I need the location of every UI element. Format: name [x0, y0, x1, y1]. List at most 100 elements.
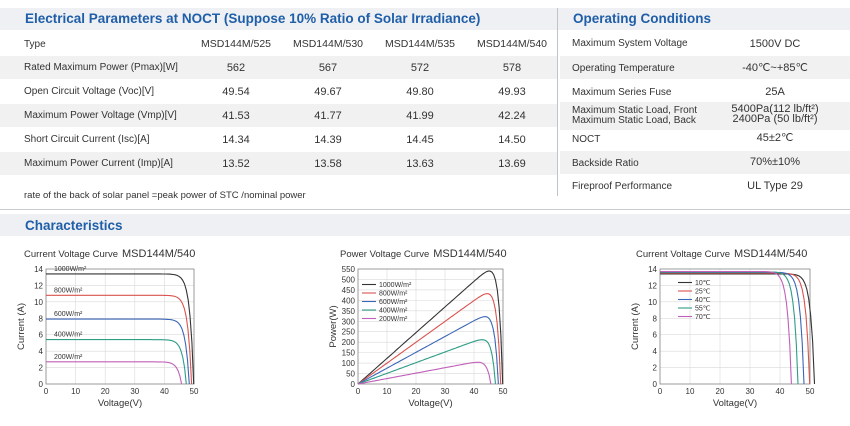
row-value: 41.99 — [406, 110, 434, 122]
x-tick-label: 20 — [412, 387, 421, 396]
y-tick-label: 350 — [342, 307, 356, 316]
row-label: Maximum Power Current (Imp)[A] — [24, 158, 173, 169]
operating-value: 2400Pa (50 lb/ft²) — [732, 113, 818, 125]
row-value: 13.63 — [406, 158, 434, 170]
chart-title: Current Voltage Curve MSD144M/540 — [636, 248, 807, 260]
operating-label: Operating Temperature — [572, 63, 675, 74]
legend-label: 1000W/m² — [54, 266, 87, 273]
y-tick-label: 10 — [34, 298, 43, 307]
operating-value: -40℃~+85℃ — [742, 62, 808, 74]
row-value: 13.69 — [498, 158, 526, 170]
y-tick-label: 100 — [342, 359, 356, 368]
row-value: 562 — [226, 62, 246, 74]
legend-label: 55℃ — [695, 306, 711, 313]
legend-label: 200W/m² — [54, 354, 83, 361]
x-tick-label: 10 — [71, 387, 80, 396]
row-value: 41.53 — [222, 110, 250, 122]
chart-title-text: Current Voltage Curve — [636, 249, 730, 260]
row-bg — [0, 104, 557, 127]
row-value: 42.24 — [498, 110, 526, 122]
type-label: Type — [24, 39, 46, 50]
row-label: Maximum Power Voltage (Vmp)[V] — [24, 110, 177, 121]
y-tick-label: 12 — [34, 281, 43, 290]
x-tick-label: 0 — [44, 387, 49, 396]
x-tick-label: 30 — [441, 387, 450, 396]
x-tick-label: 50 — [190, 387, 199, 396]
chart-model: MSD144M/540 — [433, 248, 507, 260]
y-tick-label: 150 — [342, 349, 356, 358]
series-line — [357, 361, 492, 385]
series-line — [46, 318, 190, 385]
footnote: rate of the back of solar panel =peak po… — [24, 190, 306, 201]
operating-value: 1500V DC — [749, 38, 801, 50]
chart-title-text: Current Voltage Curve — [24, 249, 118, 260]
series-line — [660, 271, 805, 385]
y-tick-label: 14 — [648, 265, 657, 274]
y-tick-label: 6 — [39, 331, 44, 340]
x-tick-label: 50 — [499, 387, 508, 396]
y-tick-label: 400 — [342, 296, 356, 305]
y-tick-label: 10 — [648, 298, 657, 307]
series-line — [357, 316, 499, 385]
y-axis-label: Current (A) — [630, 303, 641, 350]
x-axis-label: Voltage(V) — [713, 398, 757, 409]
row-value: 13.58 — [314, 158, 342, 170]
operating-label: Maximum Series Fuse — [572, 87, 672, 98]
x-tick-label: 20 — [101, 387, 110, 396]
y-axis-label: Current (A) — [16, 303, 27, 350]
row-value: 567 — [318, 62, 338, 74]
row-value: 41.77 — [314, 110, 342, 122]
x-tick-label: 40 — [470, 387, 479, 396]
row-label: Open Circuit Voltage (Voc)[V] — [24, 86, 155, 97]
y-tick-label: 550 — [342, 265, 356, 274]
iv-curve-irradiance-chart: 0 10 20 30 40 50 0 2 4 6 8 10 12 14 Voltage(V) Current … — [16, 265, 199, 409]
x-tick-label: 30 — [746, 387, 755, 396]
operating-title: Operating Conditions — [573, 11, 711, 26]
legend-label: 10℃ — [695, 280, 711, 287]
row-label: Rated Maximum Power (Pmax)[W] — [24, 62, 178, 73]
row-bg — [0, 56, 557, 79]
characteristics-top-rule — [0, 209, 850, 210]
legend-label: 70℃ — [695, 314, 711, 321]
x-axis-label: Voltage(V) — [408, 398, 452, 409]
y-tick-label: 300 — [342, 317, 356, 326]
y-tick-label: 4 — [653, 347, 658, 356]
operating-header-bar — [558, 8, 850, 30]
iv-curve-temperature-chart: 0 10 20 30 40 50 0 2 4 6 8 10 12 14 Voltage(V) Current … — [630, 265, 816, 409]
y-tick-label: 250 — [342, 328, 356, 337]
plot-frame — [659, 268, 811, 385]
y-tick-label: 200 — [342, 338, 356, 347]
y-tick-label: 4 — [39, 347, 44, 356]
legend-label: 600W/m² — [54, 311, 83, 318]
row-value: 49.67 — [314, 86, 342, 98]
characteristics-header-bar — [0, 214, 850, 236]
operating-value: 70%±10% — [749, 156, 801, 168]
x-tick-label: 20 — [716, 387, 725, 396]
plot-frame — [357, 268, 504, 385]
model-header: MSD144M/530 — [292, 38, 364, 50]
chart-title: Current Voltage Curve MSD144M/540 — [24, 248, 195, 260]
y-tick-label: 450 — [342, 286, 356, 295]
electrical-header-bar — [0, 8, 557, 30]
series-line — [357, 293, 502, 385]
row-value: 578 — [502, 62, 522, 74]
y-axis-label: Power(W) — [328, 305, 339, 347]
operating-label: Backside Ratio — [572, 158, 639, 169]
x-axis-label: Voltage(V) — [98, 398, 142, 409]
row-value: 49.80 — [406, 86, 434, 98]
y-tick-label: 14 — [34, 265, 43, 274]
y-tick-label: 8 — [39, 314, 44, 323]
series-line — [46, 361, 183, 385]
row-bg — [0, 152, 557, 175]
legend-label: 800W/m² — [54, 287, 83, 294]
y-tick-label: 50 — [346, 370, 355, 379]
model-header: MSD144M/540 — [476, 38, 548, 50]
y-tick-label: 2 — [39, 364, 44, 373]
row-value: 49.93 — [498, 86, 526, 98]
row-value: 14.39 — [314, 134, 342, 146]
legend-label: 200W/m² — [379, 316, 408, 323]
legend-label: 25℃ — [695, 289, 711, 296]
y-tick-label: 0 — [351, 380, 356, 389]
operating-label: NOCT — [572, 134, 601, 145]
model-header: MSD144M/525 — [200, 38, 272, 50]
